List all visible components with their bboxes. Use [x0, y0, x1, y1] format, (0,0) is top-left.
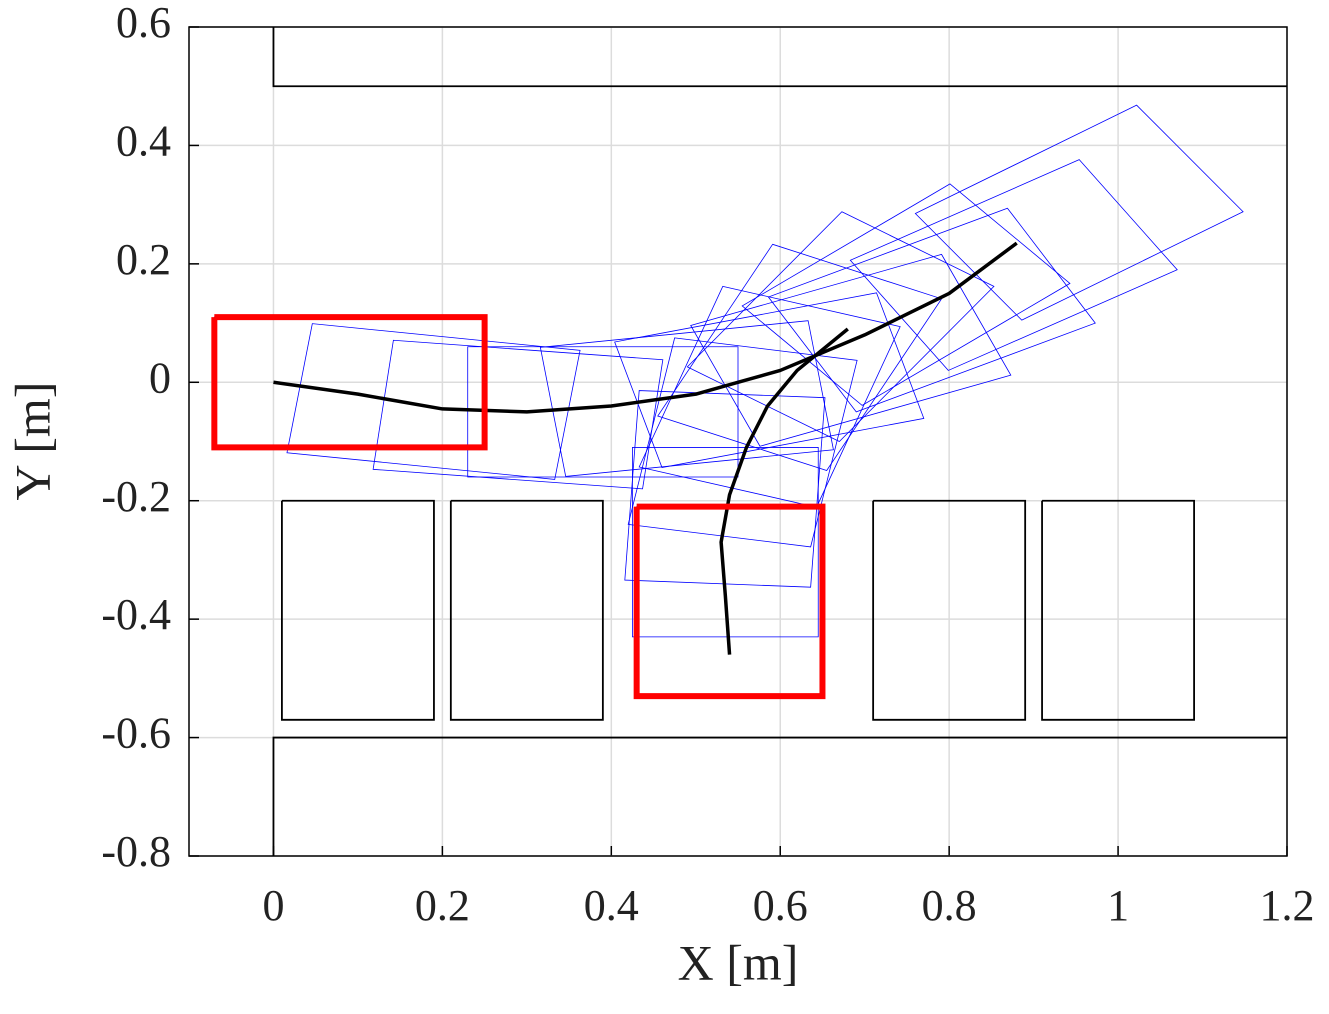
x-tick-label: 0 — [262, 881, 284, 930]
footprint — [372, 339, 664, 490]
footprint — [627, 337, 858, 548]
x-tick-label: 1 — [1107, 881, 1129, 930]
footprint — [657, 243, 943, 471]
obstacle — [281, 499, 435, 721]
obstacle — [272, 27, 1287, 88]
start-goal-box — [633, 503, 826, 700]
footprint — [286, 323, 581, 480]
footprint — [914, 104, 1244, 321]
footprint — [632, 447, 819, 638]
y-tick-label: 0.4 — [116, 117, 171, 166]
y-tick-label: -0.8 — [101, 827, 171, 876]
x-tick-label: 0.8 — [922, 881, 977, 930]
y-tick-label: -0.2 — [101, 472, 171, 521]
obstacle — [872, 499, 1027, 721]
footprint — [636, 506, 823, 697]
footprint — [690, 253, 1012, 447]
obstacle — [272, 736, 1287, 856]
x-axis-label: X [m] — [678, 934, 799, 990]
footprint — [624, 390, 826, 588]
obstacle — [1041, 499, 1195, 721]
y-tick-label: -0.6 — [101, 709, 171, 758]
x-tick-label: 1.2 — [1260, 881, 1315, 930]
y-axis-label: Y [m] — [4, 382, 60, 501]
x-tick-label: 0.2 — [415, 881, 470, 930]
obstacle — [449, 499, 604, 721]
footprint — [686, 211, 995, 442]
trajectory — [719, 327, 849, 655]
start-goal-box — [211, 314, 488, 451]
footprint — [849, 159, 1178, 371]
footprint — [741, 183, 1071, 406]
y-tick-label: 0.6 — [116, 0, 171, 47]
footprint — [614, 292, 925, 469]
x-tick-label: 0.4 — [584, 881, 639, 930]
footprint — [539, 320, 834, 477]
footprint — [767, 207, 1096, 413]
footprint — [467, 346, 739, 478]
y-tick-label: 0.2 — [116, 235, 171, 284]
trajectory — [273, 241, 1018, 414]
x-tick-label: 0.6 — [753, 881, 808, 930]
y-tick-label: -0.4 — [101, 590, 171, 639]
y-tick-label: 0 — [149, 353, 171, 402]
axes-box — [188, 26, 1288, 857]
